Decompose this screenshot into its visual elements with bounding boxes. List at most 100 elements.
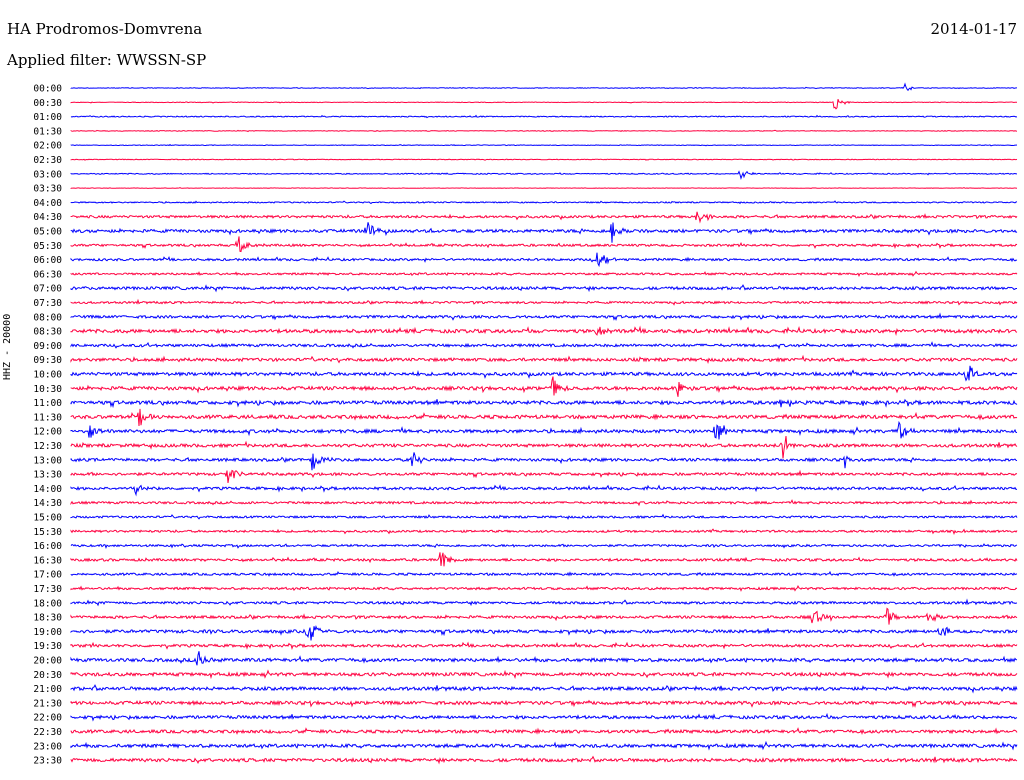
row-time-label: 01:30: [33, 126, 62, 137]
trace-line: [70, 499, 1018, 507]
date-label: 2014-01-17: [930, 20, 1017, 38]
trace-line: [70, 252, 1018, 268]
trace-line: [70, 408, 1018, 427]
row-time-label: 17:00: [33, 570, 62, 581]
trace-line: [70, 354, 1018, 364]
trace-line: [70, 99, 1017, 110]
trace-line: [70, 740, 1018, 751]
trace-line: [70, 325, 1018, 336]
row-time-label: 03:30: [33, 184, 62, 195]
trace-line: [70, 236, 1018, 253]
trace-line: [70, 143, 1018, 147]
row-time-label: 22:30: [33, 727, 62, 738]
trace-line: [70, 452, 1018, 471]
row-time-label: 22:00: [33, 713, 62, 724]
row-time-label: 08:30: [33, 327, 62, 338]
row-time-label: 05:00: [33, 227, 62, 238]
trace-line: [70, 270, 1018, 278]
trace-line: [70, 129, 1017, 133]
row-time-label: 21:30: [33, 698, 62, 709]
row-time-label: 18:30: [33, 613, 62, 624]
trace-line: [70, 376, 1018, 397]
trace-line: [70, 284, 1017, 293]
row-time-label: 03:00: [33, 169, 62, 180]
row-time-label: 14:30: [33, 498, 62, 509]
row-time-label: 18:00: [33, 598, 62, 609]
trace-line: [70, 170, 1017, 180]
filter-label: Applied filter: WWSSN-SP: [7, 51, 207, 69]
trace-line: [70, 82, 1017, 92]
row-time-label: 11:00: [33, 398, 62, 409]
row-time-label: 08:00: [33, 312, 62, 323]
row-time-label: 09:00: [33, 341, 62, 352]
trace-line: [70, 469, 1018, 483]
trace-line: [70, 484, 1018, 497]
trace-line: [70, 398, 1018, 409]
trace-line: [70, 298, 1018, 306]
trace-line: [70, 651, 1018, 666]
row-time-label: 23:30: [33, 756, 62, 767]
trace-line: [70, 187, 1018, 190]
row-time-label: 06:30: [33, 269, 62, 280]
row-time-label: 01:00: [33, 112, 62, 123]
trace-line: [70, 365, 1018, 382]
row-time-label: 10:30: [33, 384, 62, 395]
row-time-label: 23:00: [33, 741, 62, 752]
trace-line: [70, 699, 1018, 708]
row-time-label: 02:00: [33, 141, 62, 152]
row-time-label: 12:00: [33, 427, 62, 438]
row-time-label: 11:30: [33, 412, 62, 423]
trace-line: [70, 158, 1018, 161]
row-time-label: 19:00: [33, 627, 62, 638]
trace-line: [70, 528, 1018, 535]
row-time-label: 12:30: [33, 441, 62, 452]
trace-line: [70, 200, 1018, 205]
row-time-label: 19:30: [33, 641, 62, 652]
trace-line: [70, 552, 1018, 567]
row-time-label: 13:30: [33, 470, 62, 481]
trace-line: [70, 222, 1018, 243]
trace-line: [70, 436, 1018, 459]
trace-line: [70, 312, 1018, 321]
row-time-label: 17:30: [33, 584, 62, 595]
trace-line: [70, 755, 1018, 765]
row-time-label: 20:30: [33, 670, 62, 681]
row-time-label: 04:00: [33, 198, 62, 209]
station-title: HA Prodromos-Domvrena: [7, 20, 203, 38]
row-time-label: 16:00: [33, 541, 62, 552]
row-time-label: 07:00: [33, 284, 62, 295]
row-time-label: 15:00: [33, 513, 62, 524]
trace-line: [70, 598, 1018, 607]
trace-line: [70, 114, 1018, 119]
row-time-label: 09:30: [33, 355, 62, 366]
trace-line: [70, 624, 1018, 641]
row-time-label: 05:30: [33, 241, 62, 252]
trace-line: [70, 727, 1018, 736]
trace-line: [70, 570, 1018, 577]
row-time-label: 20:00: [33, 656, 62, 667]
row-time-label: 00:30: [33, 98, 62, 109]
row-time-label: 00:00: [33, 84, 62, 95]
row-time-label: 16:30: [33, 555, 62, 566]
row-time-label: 04:30: [33, 212, 62, 223]
trace-line: [70, 341, 1018, 350]
trace-line: [70, 585, 1018, 592]
row-time-label: 07:30: [33, 298, 62, 309]
trace-line: [70, 211, 1018, 224]
trace-line: [70, 669, 1018, 680]
trace-line: [70, 684, 1018, 694]
trace-line: [70, 513, 1018, 520]
row-time-label: 14:00: [33, 484, 62, 495]
trace-line: [70, 543, 1018, 549]
row-time-label: 10:00: [33, 370, 62, 381]
row-time-label: 02:30: [33, 155, 62, 166]
row-time-label: 06:00: [33, 255, 62, 266]
row-time-label: 13:00: [33, 455, 62, 466]
trace-line: [70, 641, 1018, 651]
trace-line: [70, 607, 1018, 625]
trace-line: [70, 712, 1018, 722]
row-time-label: 15:30: [33, 527, 62, 538]
trace-line: [70, 420, 1018, 440]
row-time-label: 21:00: [33, 684, 62, 695]
